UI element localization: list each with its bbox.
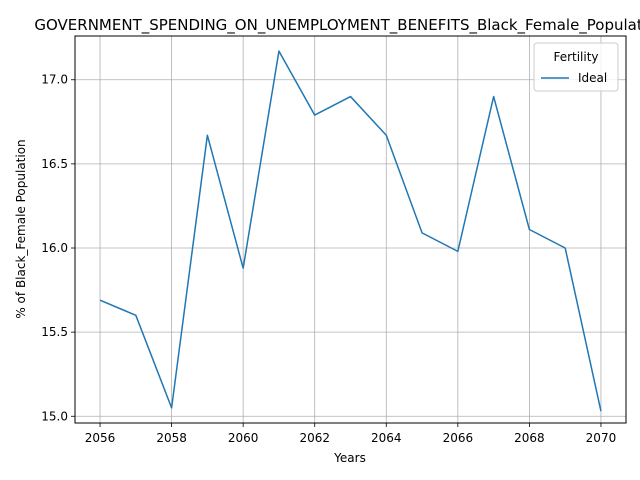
axis-ticks: 2056 2058 2060 2062 2064 2066 2068 2070 15.0 15.5… — [41, 73, 616, 445]
x-tick-label: 2070 — [586, 431, 617, 445]
x-tick-label: 2062 — [299, 431, 330, 445]
x-tick-label: 2058 — [156, 431, 187, 445]
y-axis-label: % of Black_Female Population — [14, 139, 28, 318]
x-tick-label: 2068 — [514, 431, 545, 445]
series-line-ideal — [99, 50, 602, 412]
chart-title: GOVERNMENT_SPENDING_ON_UNEMPLOYMENT_BENE… — [34, 16, 640, 35]
x-tick-label: 2066 — [443, 431, 474, 445]
legend-label: Ideal — [578, 71, 607, 85]
y-tick-label: 15.0 — [41, 409, 68, 423]
x-tick-label: 2064 — [371, 431, 402, 445]
x-tick-label: 2060 — [228, 431, 259, 445]
plot-area-frame — [74, 35, 627, 424]
y-tick-label: 16.5 — [41, 157, 68, 171]
grid-lines — [75, 36, 626, 423]
series-lines — [99, 50, 602, 412]
x-tick-label: 2056 — [85, 431, 116, 445]
y-tick-label: 15.5 — [41, 325, 68, 339]
y-tick-label: 17.0 — [41, 73, 68, 87]
legend-title: Fertility — [553, 50, 598, 64]
y-tick-label: 16.0 — [41, 241, 68, 255]
legend-box — [533, 42, 619, 92]
x-axis-label: Years — [333, 451, 366, 465]
legend: Fertility Ideal — [533, 42, 619, 92]
